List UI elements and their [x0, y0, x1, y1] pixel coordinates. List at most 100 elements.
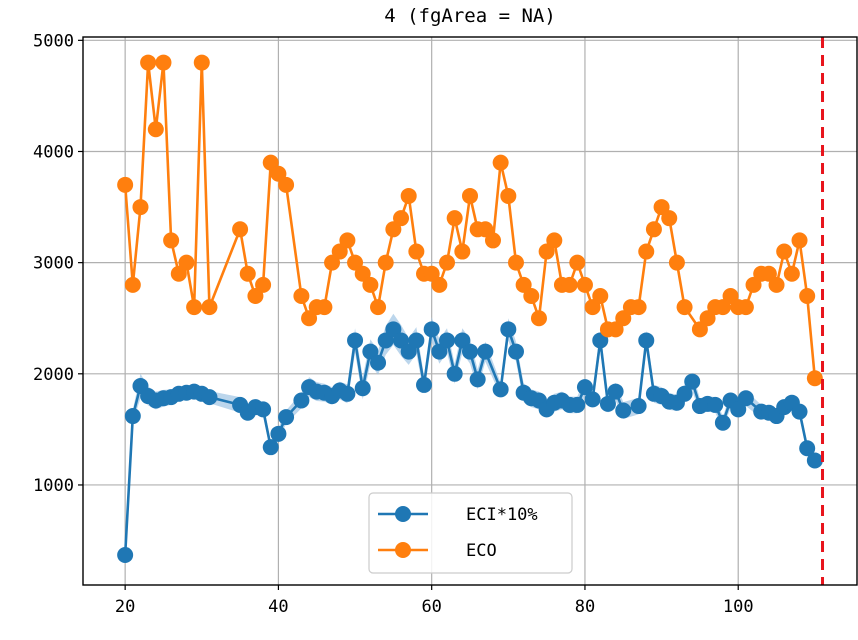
eco-data-point — [584, 299, 601, 316]
eci-data-point — [347, 332, 364, 349]
eci-data-point — [507, 343, 524, 360]
eco-data-point — [377, 254, 394, 271]
eci-data-point — [599, 395, 616, 412]
eco-data-point — [691, 321, 708, 338]
eco-data-point — [163, 232, 180, 249]
eci-data-point — [377, 332, 394, 349]
eco-data-point — [370, 299, 387, 316]
eco-data-point — [316, 299, 333, 316]
legend: ECI*10% ECO — [368, 492, 573, 574]
eci-data-point — [354, 380, 371, 397]
eco-data-point — [638, 243, 655, 260]
legend-label-eci: ECI*10% — [466, 505, 538, 525]
eci-data-point — [607, 383, 624, 400]
eco-data-point — [776, 243, 793, 260]
y-tick-label: 1000 — [33, 476, 74, 496]
chart-title: 4 (fgArea = NA) — [384, 5, 556, 27]
eco-data-point — [507, 254, 524, 271]
eci-data-point — [278, 409, 295, 426]
axis-ticks: 20 40 60 80 100 1000 2000 3000 4000 5000 — [33, 31, 754, 617]
eco-data-point — [515, 276, 532, 293]
eco-data-point — [301, 310, 318, 327]
eco-data-point — [400, 187, 417, 204]
eco-data-point — [170, 265, 187, 282]
eci-data-point — [584, 391, 601, 408]
eco-data-point — [768, 276, 785, 293]
eco-data-point — [446, 210, 463, 227]
plot-frame — [82, 36, 858, 586]
y-tick-label: 4000 — [33, 142, 74, 162]
eco-data-point — [293, 287, 310, 304]
eco-data-point — [132, 199, 149, 216]
eco-data-point — [760, 265, 777, 282]
eci-data-point — [477, 343, 494, 360]
legend-marker-eco — [395, 542, 411, 558]
legend-label-eco: ECO — [466, 541, 497, 561]
eco-data-point — [278, 176, 295, 193]
eci-data-point — [714, 414, 731, 431]
eco-data-point — [124, 276, 141, 293]
eci-data-point — [446, 365, 463, 382]
eco-data-point — [645, 221, 662, 238]
eci-data-point — [576, 379, 593, 396]
eco-data-point — [576, 276, 593, 293]
grid — [83, 37, 857, 585]
eci-data-point — [400, 343, 417, 360]
eco-data-point — [668, 254, 685, 271]
y-tick-label: 2000 — [33, 365, 74, 385]
eco-data-point — [247, 287, 264, 304]
x-tick-label: 100 — [723, 597, 754, 617]
eco-data-point — [178, 254, 195, 271]
eci-data-point — [615, 402, 632, 419]
eco-data-point — [799, 287, 816, 304]
eci-data-point — [431, 343, 448, 360]
eco-data-point — [791, 232, 808, 249]
eci-data-point — [454, 332, 471, 349]
eci-data-point — [569, 396, 586, 413]
eci-data-point — [730, 401, 747, 418]
eci-data-point — [707, 396, 724, 413]
eci-data-point — [592, 332, 609, 349]
eco-data-point — [492, 154, 509, 171]
eco-data-point — [140, 54, 157, 71]
eci-data-point — [201, 389, 218, 406]
eco-data-point — [362, 276, 379, 293]
eci-data-point — [362, 343, 379, 360]
eci-data-point — [370, 354, 387, 371]
eco-data-point — [546, 232, 563, 249]
eco-data-point — [408, 243, 425, 260]
eci-data-point — [806, 452, 823, 469]
eco-data-point — [186, 299, 203, 316]
eco-data-point — [737, 299, 754, 316]
eco-data-point — [569, 254, 586, 271]
eco-data-point — [500, 187, 517, 204]
eci-data-point — [799, 440, 816, 457]
eco-data-point — [331, 243, 348, 260]
eci-data-point — [638, 332, 655, 349]
legend-marker-eci — [395, 506, 411, 522]
eci-data-point — [684, 373, 701, 390]
eco-data-point — [385, 221, 402, 238]
x-tick-label: 60 — [421, 597, 441, 617]
eco-data-point — [806, 370, 823, 387]
series-points — [117, 54, 823, 563]
eci-data-point — [462, 343, 478, 360]
eci-data-point — [492, 381, 509, 398]
eco-data-point — [393, 210, 410, 227]
eci-data-point — [408, 332, 425, 349]
eco-data-point — [661, 210, 678, 227]
eci-data-point — [439, 332, 456, 349]
eci-data-point — [255, 401, 272, 418]
eco-data-point — [423, 265, 440, 282]
eco-data-point — [324, 254, 341, 271]
eco-data-point — [530, 310, 547, 327]
eci-data-point — [737, 390, 754, 407]
eci-data-point — [676, 385, 693, 402]
eco-data-point — [783, 265, 800, 282]
eco-data-point — [201, 299, 218, 316]
eco-data-point — [714, 299, 731, 316]
eco-data-point — [431, 276, 448, 293]
x-tick-label: 20 — [115, 597, 135, 617]
eco-data-point — [615, 310, 632, 327]
eci-data-point — [423, 321, 440, 338]
